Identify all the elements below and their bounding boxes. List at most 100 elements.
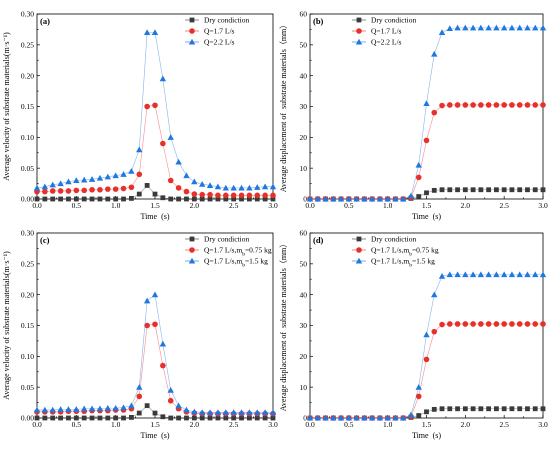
data-point — [89, 196, 95, 202]
data-point — [407, 192, 415, 199]
data-point — [525, 187, 530, 193]
x-tick-label: 2.5 — [229, 420, 239, 429]
x-tick-label: 2.5 — [499, 420, 509, 429]
data-point — [89, 186, 95, 193]
data-point — [207, 415, 213, 421]
data-point — [152, 102, 158, 109]
data-point — [230, 192, 237, 199]
series-2 — [34, 102, 276, 199]
data-point — [454, 271, 461, 278]
x-tick-label: 3.0 — [538, 201, 548, 210]
data-point — [191, 196, 197, 202]
data-point — [415, 174, 422, 181]
data-point — [58, 196, 63, 202]
data-point — [462, 102, 469, 108]
data-point — [152, 191, 158, 197]
data-point — [246, 184, 253, 191]
data-point — [423, 137, 430, 144]
x-tick-label: 0.0 — [305, 201, 315, 210]
data-point — [120, 171, 127, 177]
data-point — [500, 24, 508, 31]
y-tick-label: 0.15 — [21, 102, 34, 111]
data-point — [33, 406, 41, 413]
data-point — [516, 102, 523, 108]
data-point — [175, 185, 182, 191]
data-point — [246, 192, 253, 199]
series-3 — [33, 291, 277, 416]
data-point — [223, 196, 229, 202]
data-point — [136, 191, 142, 197]
y-tick-label: 50 — [300, 40, 308, 49]
data-point — [517, 187, 523, 193]
data-point — [477, 24, 485, 31]
data-point — [254, 184, 261, 190]
legend-entry: Dry condiction — [371, 16, 416, 25]
legend-marker — [356, 236, 362, 242]
legend-marker — [356, 17, 362, 23]
y-tick-label: 0 — [303, 414, 307, 423]
data-point — [509, 321, 515, 327]
data-point — [306, 414, 314, 421]
series-2 — [34, 321, 276, 417]
data-point — [314, 414, 321, 421]
data-point — [501, 102, 507, 108]
data-point — [96, 405, 104, 412]
x-tick-label: 1.5 — [422, 201, 432, 210]
data-point — [136, 393, 143, 400]
x-tick-label: 3.0 — [538, 420, 548, 429]
data-point — [353, 195, 360, 202]
data-point — [438, 29, 446, 36]
data-point — [65, 178, 72, 185]
data-point — [424, 409, 429, 415]
data-point — [176, 415, 181, 421]
data-point — [65, 188, 72, 194]
data-point — [73, 415, 79, 421]
data-point — [485, 321, 492, 327]
data-point — [230, 184, 237, 191]
y-axis-label: Average velocity of substrate materials(… — [2, 32, 11, 181]
data-point — [384, 195, 391, 202]
data-point — [88, 176, 96, 182]
legend-marker — [356, 247, 362, 253]
data-point — [57, 406, 64, 412]
y-tick-label: 10 — [300, 164, 308, 173]
series-line — [310, 323, 543, 419]
data-point — [485, 271, 492, 278]
data-point — [516, 271, 523, 278]
y-tick-label: 60 — [300, 229, 308, 238]
data-point — [368, 195, 376, 202]
x-tick-label: 0.5 — [72, 420, 82, 429]
data-point — [222, 409, 229, 416]
data-point — [462, 321, 469, 327]
data-point — [215, 192, 221, 199]
data-point — [376, 195, 384, 202]
x-tick-label: 1.5 — [422, 420, 432, 429]
data-point — [322, 414, 329, 421]
data-point — [532, 24, 539, 31]
plot-frame — [309, 13, 544, 200]
x-tick-label: 1.0 — [383, 201, 393, 210]
data-point — [462, 24, 469, 31]
series-3 — [33, 29, 277, 191]
legend-entry: Q=1.7 L/s — [371, 27, 402, 36]
data-point — [42, 415, 48, 421]
data-point — [129, 414, 134, 420]
data-point — [81, 415, 87, 421]
x-tick-label: 3.0 — [268, 420, 278, 429]
y-tick-label: 20 — [300, 352, 308, 361]
legend-entry: Q=1.7 L/s,mb=0.75 kg — [204, 246, 272, 258]
data-point — [246, 409, 253, 416]
y-tick-label: 0.20 — [21, 290, 34, 299]
data-point — [50, 196, 56, 202]
y-tick-label: 0.00 — [21, 414, 34, 423]
y-tick-label: 0.00 — [21, 195, 34, 204]
data-point — [49, 406, 56, 413]
data-point — [532, 406, 538, 412]
data-point — [322, 195, 329, 202]
data-point — [144, 183, 150, 188]
data-point — [469, 24, 477, 31]
panel-3: 0.0 0.5 1.0 1.5 2.0 2.5 3.0 0.00 0.05 0.10 0.15 0.2… — [2, 229, 278, 440]
data-point — [439, 406, 445, 412]
data-point — [400, 414, 407, 421]
